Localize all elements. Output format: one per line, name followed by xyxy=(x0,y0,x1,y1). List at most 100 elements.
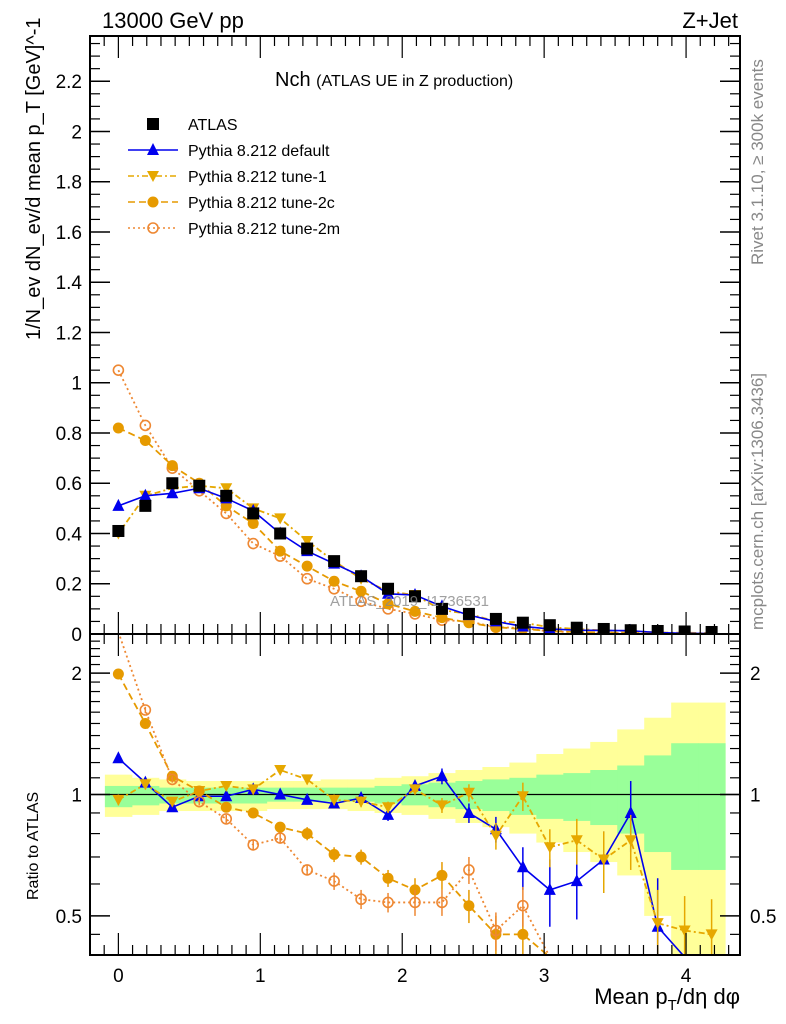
ratio-point xyxy=(436,869,448,881)
data-point xyxy=(301,536,314,548)
ratio-point xyxy=(139,779,152,791)
data-point xyxy=(220,489,233,502)
ratio-point xyxy=(463,864,475,876)
ratio-point xyxy=(301,864,313,876)
ratio-point xyxy=(355,796,368,808)
main-frame xyxy=(89,35,741,635)
ratio-line-1 xyxy=(117,769,712,936)
data-point xyxy=(139,488,152,501)
ratio-y-tick-label: 0.5 xyxy=(56,907,82,928)
data-point xyxy=(247,537,260,550)
ratio-point xyxy=(112,794,125,806)
legend: ATLAS Pythia 8.212 default Pythia 8.212 tu… xyxy=(128,117,340,238)
ratio-point xyxy=(462,787,475,799)
band-1sigma-bin xyxy=(482,779,510,812)
data-point xyxy=(220,483,233,495)
ratio-point xyxy=(139,717,151,729)
main-content xyxy=(112,364,718,634)
ratio-panel: 0.5 0.5 1 1 2 2 xyxy=(56,633,776,956)
legend-marker xyxy=(147,171,159,182)
ratio-point xyxy=(463,900,475,912)
data-point xyxy=(624,624,637,634)
ratio-point xyxy=(651,918,664,930)
band-1sigma-bin xyxy=(536,774,564,819)
data-point xyxy=(409,605,421,617)
ratio-point xyxy=(247,807,259,819)
y-tick-label: 1.2 xyxy=(56,323,82,344)
ratio-point xyxy=(274,832,286,844)
ratio-point xyxy=(382,802,395,814)
ratio-point xyxy=(382,807,395,820)
data-point xyxy=(139,499,152,512)
band-1sigma-bin xyxy=(590,770,618,826)
ratio-point xyxy=(355,851,367,863)
data-point xyxy=(382,598,394,610)
y-tick-label: 0.4 xyxy=(56,524,83,545)
data-point xyxy=(301,572,313,585)
band-1sigma-bin xyxy=(698,743,726,870)
data-point xyxy=(435,602,448,615)
ratio-point xyxy=(220,813,233,825)
data-point xyxy=(705,625,718,634)
data-point xyxy=(436,612,448,624)
ratio-point xyxy=(435,800,448,812)
ratio-point xyxy=(220,780,233,792)
ratio-point xyxy=(112,751,125,764)
ratio-point xyxy=(570,835,583,847)
data-point xyxy=(597,622,610,634)
data-point xyxy=(355,570,368,583)
ratio-point xyxy=(220,801,232,813)
x-tick-label: 3 xyxy=(539,966,550,987)
x-axis-label: Mean pT/dη dφ xyxy=(594,984,740,1014)
y-tick-label: 0.6 xyxy=(56,474,82,495)
ratio-point xyxy=(409,896,421,909)
ratio-point xyxy=(624,805,637,818)
data-point xyxy=(274,513,287,525)
ratio-point xyxy=(355,893,367,906)
ratio-point xyxy=(624,835,637,847)
y-tick-label: 1.6 xyxy=(56,223,82,244)
rivet-label: Rivet 3.1.10, ≥ 300k events xyxy=(748,59,767,265)
y-tick-label: 2.2 xyxy=(56,72,82,93)
legend-marker xyxy=(147,222,159,234)
y-tick-label: 1.8 xyxy=(56,173,82,194)
ratio-point xyxy=(166,796,179,808)
y-tick-label: 1 xyxy=(71,374,82,395)
ratio-point xyxy=(462,805,475,818)
ratio-point xyxy=(220,789,233,802)
ratio-point xyxy=(382,872,394,884)
legend-marker xyxy=(147,118,159,130)
ratio-point xyxy=(543,882,556,895)
x-tick-label: 1 xyxy=(255,966,266,987)
ratio-point xyxy=(328,794,341,806)
ratio-point xyxy=(516,791,529,803)
ratio-point xyxy=(570,874,583,887)
data-point xyxy=(166,460,178,472)
data-point xyxy=(166,486,179,499)
ratio-point xyxy=(436,896,448,909)
y-tick-label: 0.2 xyxy=(56,575,82,596)
data-point xyxy=(139,419,152,432)
ratio-point xyxy=(247,784,260,796)
legend-marker xyxy=(147,196,159,208)
ratio-point xyxy=(301,792,314,805)
ratio-point xyxy=(543,842,556,854)
data-point xyxy=(112,524,125,537)
ratio-content xyxy=(90,634,740,955)
x-tick-label: 4 xyxy=(681,966,692,987)
x-tick-label: 2 xyxy=(397,966,408,987)
ratio-y-tick-label: 1 xyxy=(71,786,82,807)
ratio-y-tick-label-right: 1 xyxy=(750,786,761,807)
data-point xyxy=(193,479,206,492)
ratio-point xyxy=(516,860,529,873)
ratio-point xyxy=(166,773,179,786)
ratio-point xyxy=(274,821,286,833)
data-point xyxy=(139,435,151,447)
ratio-point xyxy=(274,787,287,800)
ratio-point xyxy=(382,896,394,909)
data-point xyxy=(543,619,556,632)
ratio-point xyxy=(489,830,502,842)
ratio-point xyxy=(490,924,502,937)
data-point xyxy=(570,621,583,634)
data-point xyxy=(355,585,367,597)
